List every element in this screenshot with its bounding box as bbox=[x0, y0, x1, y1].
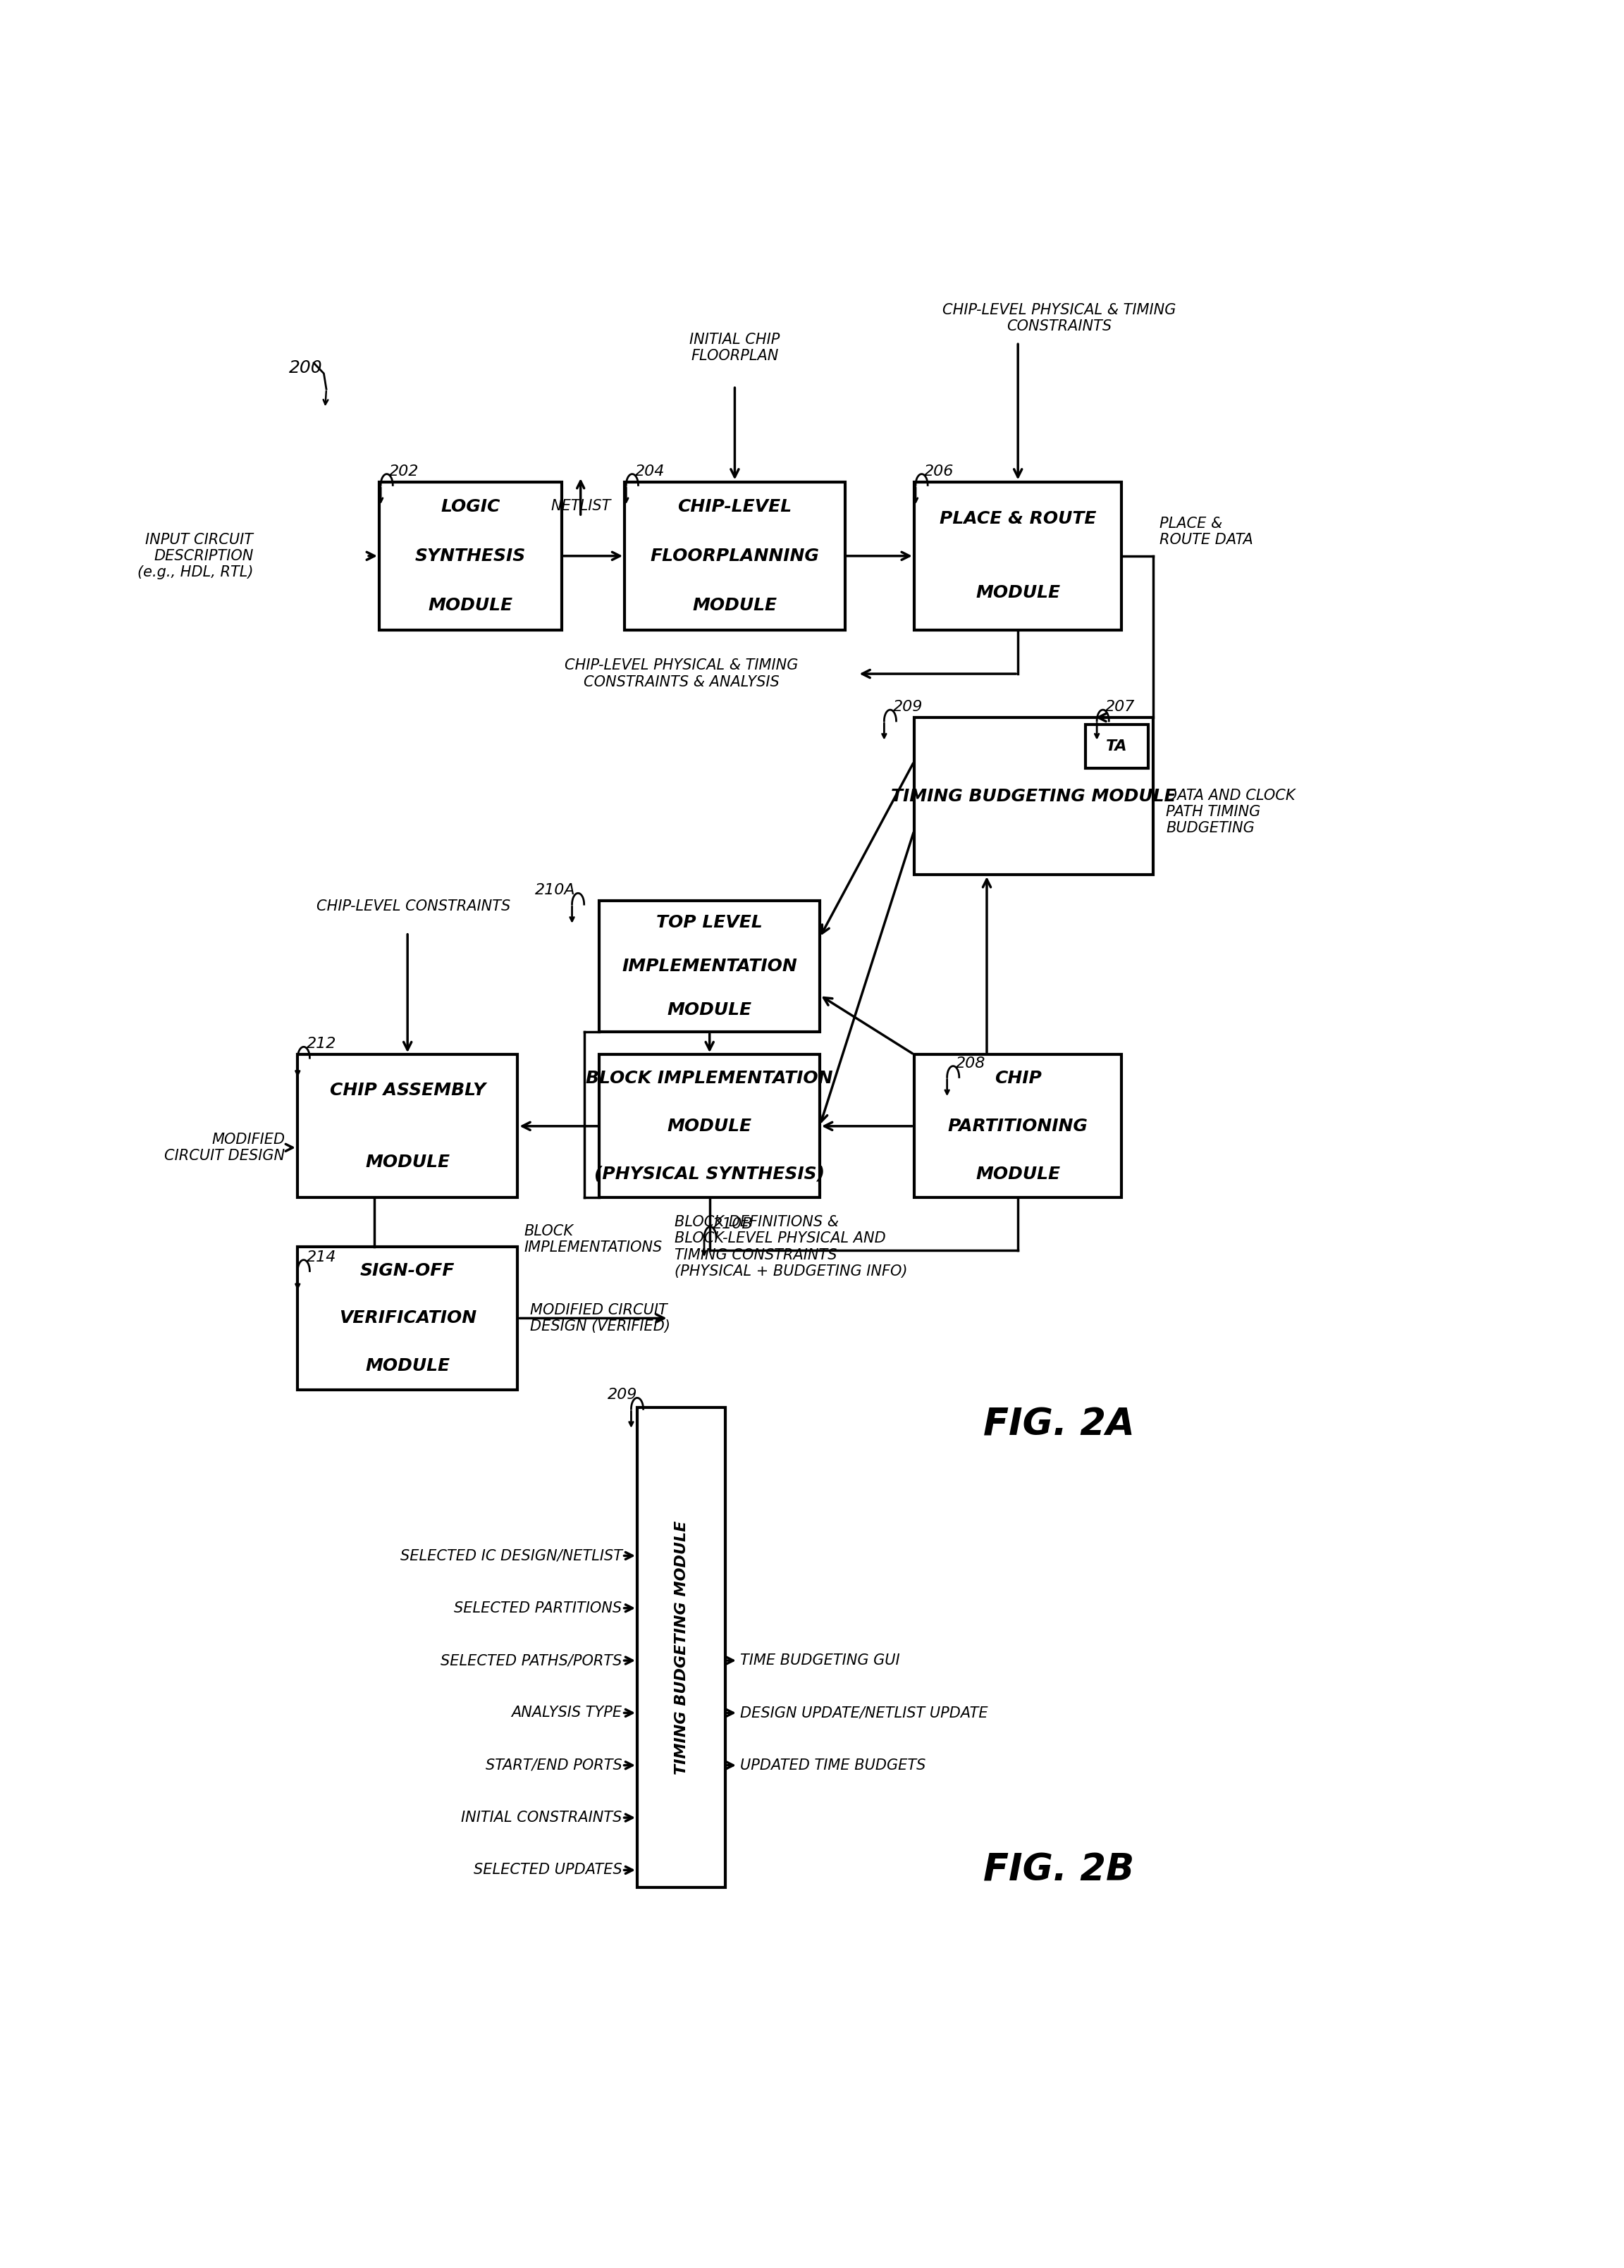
Text: CHIP-LEVEL CONSTRAINTS: CHIP-LEVEL CONSTRAINTS bbox=[317, 898, 510, 914]
FancyBboxPatch shape bbox=[637, 1406, 726, 1887]
Text: 204: 204 bbox=[635, 465, 664, 479]
Text: MODIFIED CIRCUIT
DESIGN (VERIFIED): MODIFIED CIRCUIT DESIGN (VERIFIED) bbox=[529, 1304, 671, 1334]
Text: FIG. 2B: FIG. 2B bbox=[984, 1851, 1134, 1889]
Text: PARTITIONING: PARTITIONING bbox=[948, 1118, 1088, 1134]
Text: TIMING BUDGETING MODULE: TIMING BUDGETING MODULE bbox=[892, 787, 1176, 805]
Text: BLOCK
IMPLEMENTATIONS: BLOCK IMPLEMENTATIONS bbox=[525, 1225, 663, 1254]
Text: CHIP: CHIP bbox=[994, 1070, 1041, 1086]
Text: DESIGN UPDATE/NETLIST UPDATE: DESIGN UPDATE/NETLIST UPDATE bbox=[741, 1706, 989, 1719]
Text: 208: 208 bbox=[955, 1057, 986, 1070]
Text: START/END PORTS: START/END PORTS bbox=[486, 1758, 622, 1771]
Text: IMPLEMENTATION: IMPLEMENTATION bbox=[622, 957, 797, 975]
Text: NETLIST: NETLIST bbox=[551, 499, 611, 513]
Text: TA: TA bbox=[1106, 739, 1127, 753]
Text: MODULE: MODULE bbox=[667, 1118, 752, 1134]
Text: MODIFIED
CIRCUIT DESIGN: MODIFIED CIRCUIT DESIGN bbox=[164, 1132, 284, 1163]
Text: 209: 209 bbox=[607, 1388, 637, 1402]
Text: UPDATED TIME BUDGETS: UPDATED TIME BUDGETS bbox=[741, 1758, 926, 1771]
Text: TOP LEVEL: TOP LEVEL bbox=[656, 914, 763, 932]
Text: CHIP-LEVEL: CHIP-LEVEL bbox=[677, 499, 793, 515]
FancyBboxPatch shape bbox=[599, 1055, 820, 1198]
FancyBboxPatch shape bbox=[914, 1055, 1122, 1198]
Text: CHIP ASSEMBLY: CHIP ASSEMBLY bbox=[330, 1082, 486, 1098]
Text: DATA AND CLOCK
PATH TIMING
BUDGETING: DATA AND CLOCK PATH TIMING BUDGETING bbox=[1166, 789, 1296, 835]
Text: 202: 202 bbox=[390, 465, 419, 479]
Text: INITIAL CHIP
FLOORPLAN: INITIAL CHIP FLOORPLAN bbox=[690, 333, 780, 363]
Text: INPUT CIRCUIT
DESCRIPTION
(e.g., HDL, RTL): INPUT CIRCUIT DESCRIPTION (e.g., HDL, RT… bbox=[138, 533, 253, 578]
FancyBboxPatch shape bbox=[380, 481, 562, 631]
Text: TIME BUDGETING GUI: TIME BUDGETING GUI bbox=[741, 1653, 900, 1667]
FancyBboxPatch shape bbox=[625, 481, 844, 631]
Text: FLOORPLANNING: FLOORPLANNING bbox=[650, 547, 818, 565]
Text: MODULE: MODULE bbox=[365, 1154, 450, 1170]
Text: 206: 206 bbox=[924, 465, 953, 479]
FancyBboxPatch shape bbox=[1085, 723, 1148, 769]
Text: LOGIC: LOGIC bbox=[440, 499, 500, 515]
Text: 212: 212 bbox=[307, 1036, 336, 1050]
FancyBboxPatch shape bbox=[914, 481, 1122, 631]
FancyBboxPatch shape bbox=[297, 1247, 518, 1390]
Text: 200: 200 bbox=[289, 361, 322, 376]
Text: BLOCK IMPLEMENTATION: BLOCK IMPLEMENTATION bbox=[586, 1070, 833, 1086]
Text: 210B: 210B bbox=[713, 1218, 754, 1232]
Text: MODULE: MODULE bbox=[976, 1166, 1060, 1182]
Text: 210A: 210A bbox=[534, 882, 575, 898]
Text: 207: 207 bbox=[1106, 701, 1135, 714]
Text: FIG. 2A: FIG. 2A bbox=[983, 1406, 1135, 1442]
FancyBboxPatch shape bbox=[914, 717, 1153, 875]
Text: PLACE &
ROUTE DATA: PLACE & ROUTE DATA bbox=[1160, 517, 1254, 547]
Text: MODULE: MODULE bbox=[692, 596, 778, 615]
Text: MODULE: MODULE bbox=[365, 1359, 450, 1374]
Text: SELECTED PARTITIONS: SELECTED PARTITIONS bbox=[455, 1601, 622, 1615]
Text: MODULE: MODULE bbox=[667, 1002, 752, 1018]
Text: ANALYSIS TYPE: ANALYSIS TYPE bbox=[512, 1706, 622, 1719]
Text: 214: 214 bbox=[307, 1250, 336, 1263]
Text: PLACE & ROUTE: PLACE & ROUTE bbox=[940, 510, 1096, 526]
Text: SIGN-OFF: SIGN-OFF bbox=[361, 1261, 455, 1279]
Text: SELECTED IC DESIGN/NETLIST: SELECTED IC DESIGN/NETLIST bbox=[400, 1549, 622, 1563]
Text: SELECTED UPDATES: SELECTED UPDATES bbox=[474, 1862, 622, 1878]
Text: MODULE: MODULE bbox=[429, 596, 513, 615]
Text: MODULE: MODULE bbox=[976, 585, 1060, 601]
FancyBboxPatch shape bbox=[297, 1055, 518, 1198]
Text: CHIP-LEVEL PHYSICAL & TIMING
CONSTRAINTS & ANALYSIS: CHIP-LEVEL PHYSICAL & TIMING CONSTRAINTS… bbox=[565, 658, 797, 689]
Text: (PHYSICAL SYNTHESIS): (PHYSICAL SYNTHESIS) bbox=[594, 1166, 825, 1182]
FancyBboxPatch shape bbox=[599, 900, 820, 1032]
Text: INITIAL CONSTRAINTS: INITIAL CONSTRAINTS bbox=[461, 1810, 622, 1826]
Text: VERIFICATION: VERIFICATION bbox=[339, 1311, 476, 1327]
Text: 209: 209 bbox=[893, 701, 922, 714]
Text: SYNTHESIS: SYNTHESIS bbox=[416, 547, 526, 565]
Text: SELECTED PATHS/PORTS: SELECTED PATHS/PORTS bbox=[440, 1653, 622, 1667]
Text: CHIP-LEVEL PHYSICAL & TIMING
CONSTRAINTS: CHIP-LEVEL PHYSICAL & TIMING CONSTRAINTS bbox=[942, 304, 1176, 333]
Text: TIMING BUDGETING MODULE: TIMING BUDGETING MODULE bbox=[674, 1520, 689, 1774]
Text: BLOCK DEFINITIONS &
BLOCK-LEVEL PHYSICAL AND
TIMING CONSTRAINTS
(PHYSICAL + BUDG: BLOCK DEFINITIONS & BLOCK-LEVEL PHYSICAL… bbox=[676, 1216, 908, 1279]
